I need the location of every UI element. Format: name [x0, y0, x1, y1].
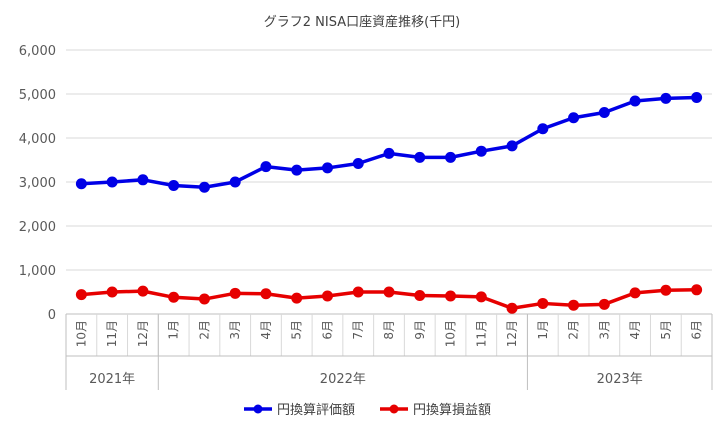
x-tick-label: 3月 [597, 320, 611, 340]
data-point [475, 145, 487, 157]
y-tick-label: 3,000 [19, 176, 56, 191]
x-tick-label: 11月 [474, 320, 488, 347]
data-point [568, 299, 580, 311]
year-label: 2023年 [597, 372, 643, 387]
legend-marker [389, 404, 399, 414]
data-point [106, 176, 118, 188]
chart-title: グラフ2 NISA口座資産推移(千円) [264, 14, 461, 30]
x-tick-label: 1月 [536, 320, 550, 340]
data-point [168, 180, 180, 192]
x-tick-label: 3月 [228, 320, 242, 340]
data-point [537, 123, 549, 135]
data-point [321, 162, 333, 174]
data-point [198, 293, 210, 305]
x-tick-label: 8月 [382, 320, 396, 340]
x-tick-label: 2月 [567, 320, 581, 340]
legend-label: 円換算評価額 [277, 403, 355, 418]
data-point [321, 290, 333, 302]
data-point [445, 290, 457, 302]
x-tick-label: 4月 [259, 320, 273, 340]
data-point [506, 140, 518, 152]
x-tick-label: 2月 [197, 320, 211, 340]
y-tick-label: 6,000 [19, 44, 56, 59]
data-point [598, 106, 610, 118]
data-point [291, 164, 303, 176]
data-point [229, 176, 241, 188]
x-tick-label: 7月 [351, 320, 365, 340]
legend: 円換算評価額 円換算損益額 [244, 403, 491, 418]
data-point [537, 297, 549, 309]
legend-marker [253, 404, 263, 414]
x-tick-label: 10月 [74, 320, 88, 347]
data-point [629, 287, 641, 299]
data-point [291, 292, 303, 304]
y-tick-label: 5,000 [19, 88, 56, 103]
data-point [75, 289, 87, 301]
data-point [598, 298, 610, 310]
year-label: 2021年 [89, 372, 135, 387]
axes: 0 1,000 2,000 3,000 4,000 5,000 6,000 10月 11月 12月… [19, 44, 713, 390]
data-point [414, 290, 426, 302]
x-tick-label: 10月 [444, 320, 458, 347]
data-point [660, 284, 672, 296]
data-point [383, 286, 395, 298]
data-point [568, 112, 580, 124]
data-point [198, 181, 210, 193]
data-point [260, 288, 272, 300]
x-tick-label: 5月 [290, 320, 304, 340]
x-tick-label: 12月 [136, 320, 150, 347]
x-tick-label: 6月 [690, 320, 704, 340]
x-tick-label: 5月 [659, 320, 673, 340]
legend-label: 円換算損益額 [413, 403, 491, 418]
data-point [414, 151, 426, 163]
data-point [691, 284, 703, 296]
data-point [106, 286, 118, 298]
data-point [629, 95, 641, 107]
data-point [229, 287, 241, 299]
data-point [691, 92, 703, 104]
data-point [352, 158, 364, 170]
x-tick-label: 1月 [167, 320, 181, 340]
x-tick-label: 9月 [413, 320, 427, 340]
data-point [660, 92, 672, 104]
data-point [383, 147, 395, 159]
data-point [137, 174, 149, 186]
data-point [168, 291, 180, 303]
y-tick-label: 1,000 [19, 264, 56, 279]
data-point [506, 302, 518, 314]
data-point [475, 291, 487, 303]
data-point [137, 285, 149, 297]
series [75, 92, 703, 314]
data-point [75, 178, 87, 190]
x-tick-label: 4月 [628, 320, 642, 340]
x-tick-label: 6月 [320, 320, 334, 340]
data-point [260, 161, 272, 173]
data-point [352, 286, 364, 298]
y-tick-label: 0 [48, 308, 56, 323]
x-tick-label: 11月 [105, 320, 119, 347]
x-tick-label: 12月 [505, 320, 519, 347]
y-tick-label: 4,000 [19, 132, 56, 147]
y-tick-label: 2,000 [19, 220, 56, 235]
data-point [445, 151, 457, 163]
year-label: 2022年 [320, 372, 366, 387]
